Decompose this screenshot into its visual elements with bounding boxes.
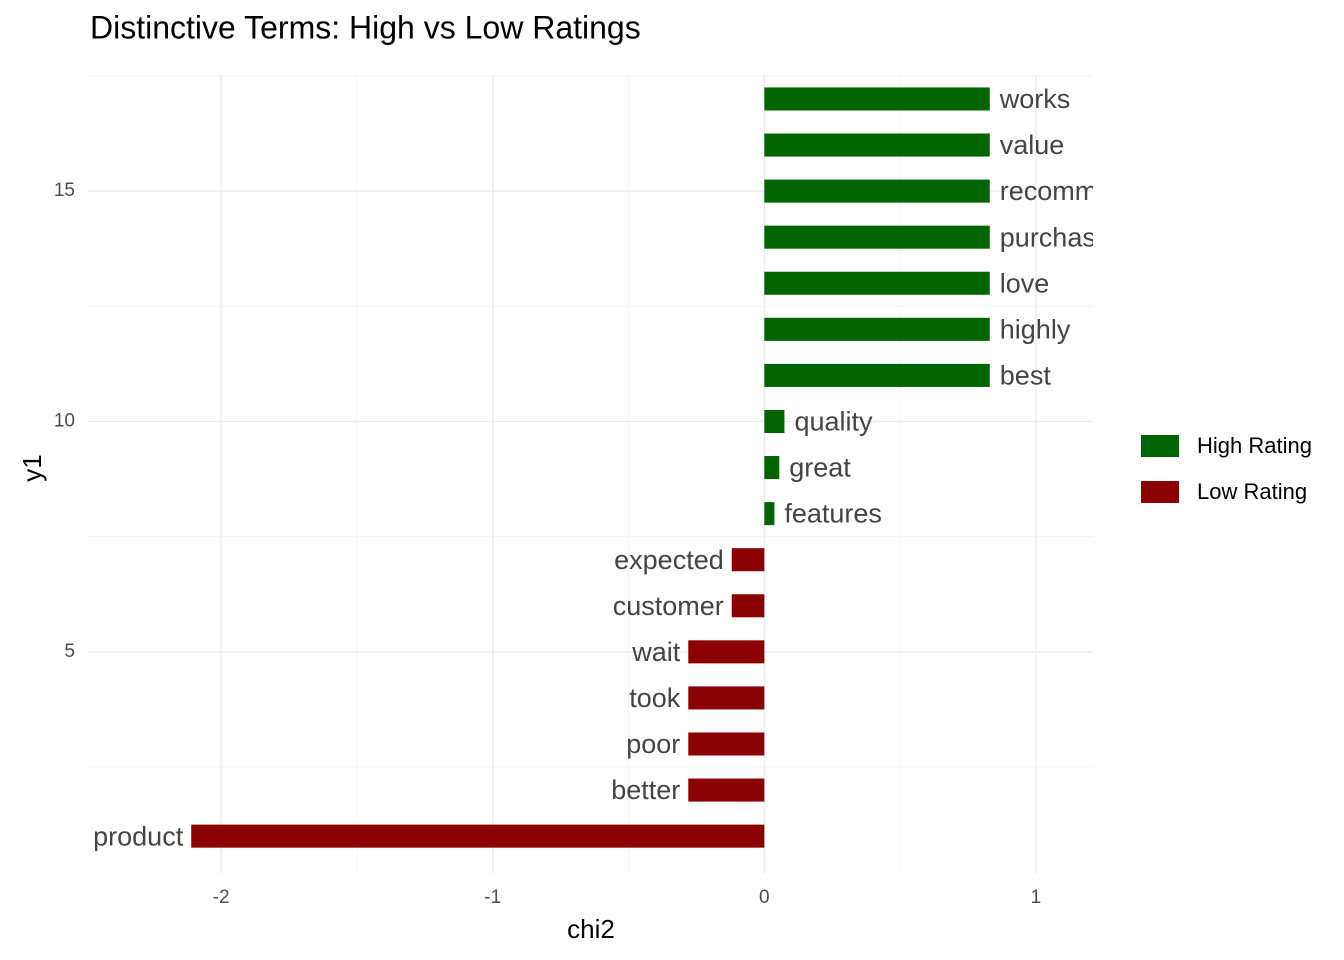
bar [731, 548, 765, 572]
bar [764, 225, 990, 249]
y-tick-label: 10 [54, 410, 75, 431]
bar-label: wait [631, 637, 681, 667]
bar-label: customer [613, 591, 724, 621]
bar [764, 271, 990, 295]
chart-title: Distinctive Terms: High vs Low Ratings [90, 9, 641, 45]
legend-label: High Rating [1197, 433, 1312, 458]
bar [764, 363, 990, 387]
bar [764, 317, 990, 341]
bar-label: love [1000, 268, 1050, 298]
x-axis-label: chi2 [567, 914, 615, 944]
bar-label: works [999, 84, 1071, 114]
bar [688, 640, 765, 664]
bar-label: features [784, 499, 882, 529]
y-tick-label: 15 [54, 180, 75, 201]
bar-label: value [1000, 130, 1065, 160]
bar-label: quality [794, 407, 873, 437]
bar [764, 133, 990, 157]
x-tick-label: 1 [1031, 887, 1042, 908]
x-tick-label: 0 [759, 887, 770, 908]
bar [764, 456, 780, 480]
bar-label: highly [1000, 314, 1071, 344]
y-tick-label: 5 [64, 641, 75, 662]
bar [764, 409, 785, 433]
bar [764, 87, 990, 111]
bar-label: best [1000, 361, 1052, 391]
legend-label: Low Rating [1197, 479, 1307, 504]
legend-key [1141, 481, 1179, 503]
bar-label: expected [614, 545, 724, 575]
x-tick-label: -2 [213, 887, 230, 908]
bar [191, 824, 765, 848]
legend: High Rating Low Rating [1141, 433, 1312, 504]
bar [764, 179, 990, 203]
y-axis-label: y1 [17, 454, 47, 481]
bar [764, 502, 775, 526]
bar-label: great [789, 453, 851, 483]
bar-label: recommend [1000, 176, 1143, 206]
bar-label: better [611, 775, 680, 805]
bar [731, 594, 765, 618]
bar-label: product [93, 821, 184, 851]
bar-label: took [629, 683, 681, 713]
plot-panel: features great quality best highly love purcha… [93, 84, 1143, 851]
x-tick-label: -1 [484, 887, 501, 908]
bar-label: purchase [1000, 222, 1111, 252]
bar [688, 686, 765, 710]
bar-label: poor [626, 729, 680, 759]
legend-key [1141, 435, 1179, 457]
bar [688, 778, 765, 802]
bar [688, 732, 765, 756]
